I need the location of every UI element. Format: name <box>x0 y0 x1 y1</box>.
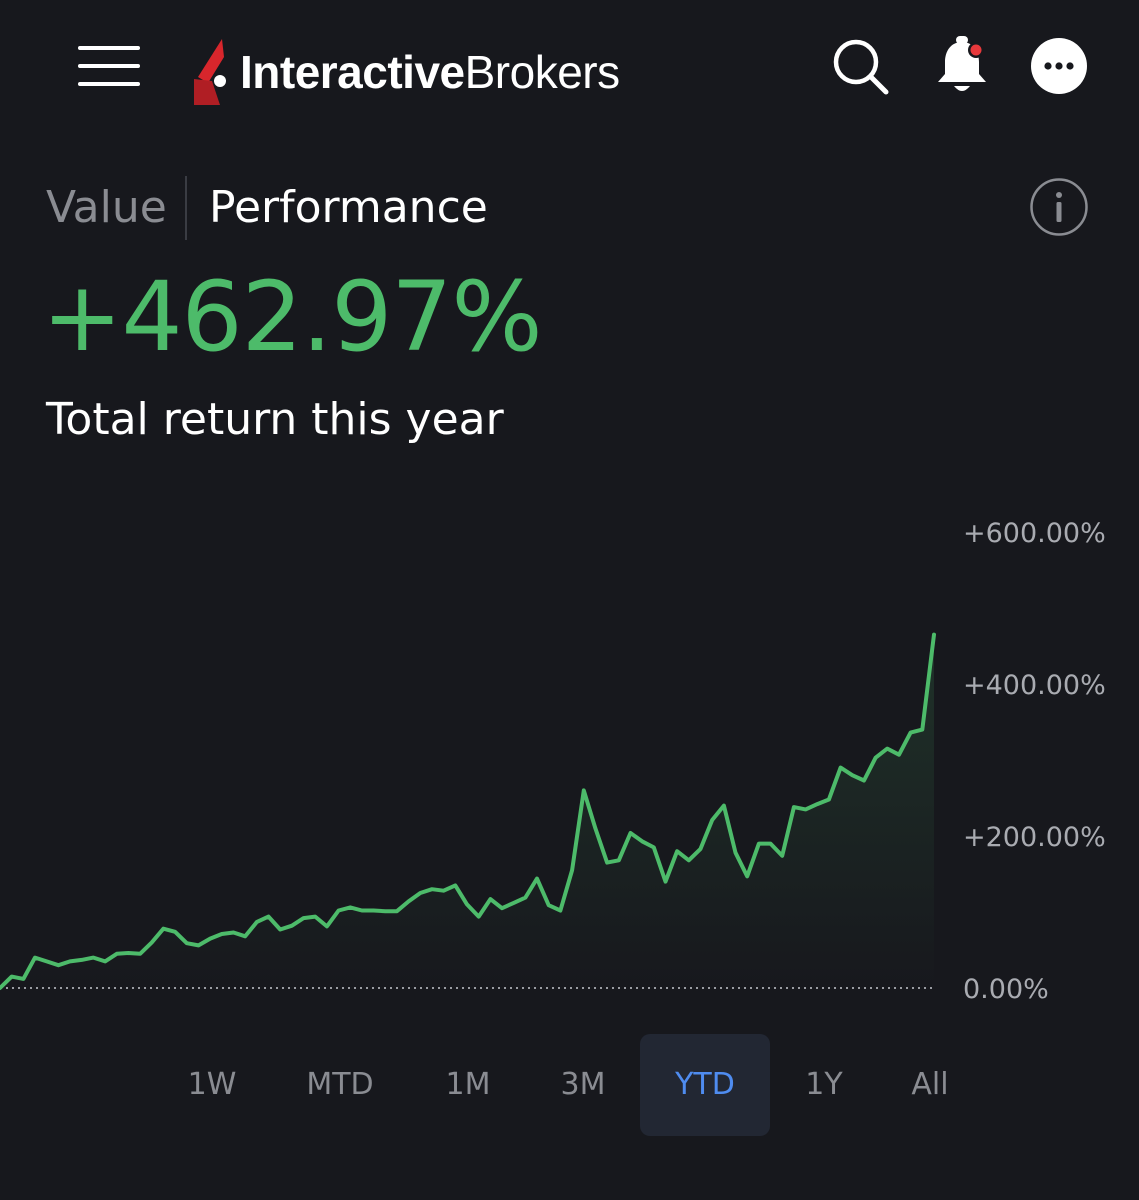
tab-performance[interactable]: Performance <box>209 182 488 233</box>
series-area-fill <box>0 634 934 988</box>
brand-logo: InteractiveBrokers <box>190 32 620 112</box>
search-icon[interactable] <box>830 36 890 96</box>
y-tick-label: +400.00% <box>963 670 1106 701</box>
range-mtd-button[interactable]: MTD <box>306 1067 374 1102</box>
range-ytd-button[interactable]: YTD <box>640 1034 770 1136</box>
range-3m-button[interactable]: 3M <box>560 1067 606 1102</box>
bell-icon[interactable] <box>932 36 992 96</box>
range-1m-button[interactable]: 1M <box>445 1067 491 1102</box>
range-1w-button[interactable]: 1W <box>187 1067 237 1102</box>
brand-name: InteractiveBrokers <box>240 46 620 98</box>
info-icon[interactable] <box>1030 178 1088 236</box>
range-1y-button[interactable]: 1Y <box>805 1067 843 1102</box>
tab-value[interactable]: Value <box>46 182 167 233</box>
notification-dot <box>970 44 982 56</box>
range-selector: 1W MTD 1M 3M YTD 1Y All <box>0 1034 1139 1138</box>
series-line <box>0 632 936 990</box>
total-return-caption: Total return this year <box>46 394 504 445</box>
range-all-button[interactable]: All <box>911 1067 949 1102</box>
menu-icon[interactable] <box>78 44 142 88</box>
y-tick-label: +200.00% <box>963 822 1106 853</box>
more-icon[interactable] <box>1030 37 1090 97</box>
tab-divider <box>185 176 187 240</box>
total-return-value: +462.97% <box>42 261 543 373</box>
logo-mark-icon <box>194 39 226 105</box>
y-tick-label: 0.00% <box>963 974 1049 1005</box>
y-tick-label: +600.00% <box>963 518 1106 549</box>
performance-chart: 0.00% +200.00% +400.00% +600.00% <box>0 518 1106 1005</box>
